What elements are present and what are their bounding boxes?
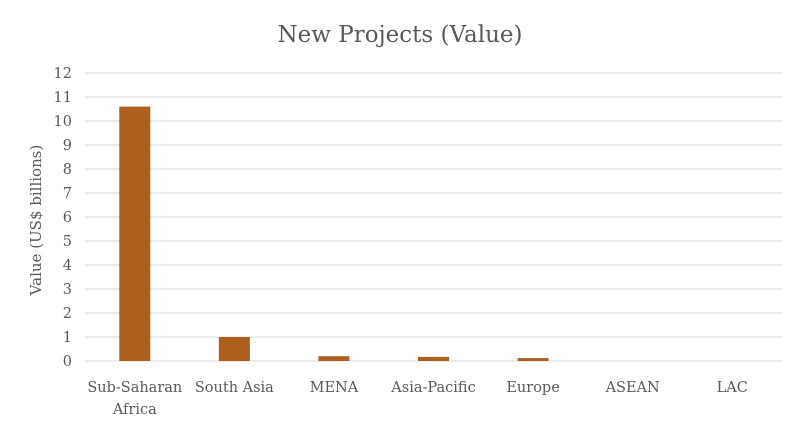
- bar: [418, 356, 449, 361]
- x-axis-categories: Sub-Saharan Africa South Asia MENA Asia-Paci…: [87, 380, 747, 418]
- y-tick-label: 5: [63, 234, 72, 250]
- x-category-label: Asia-Pacific: [390, 380, 475, 396]
- bar: [218, 337, 250, 361]
- bar: [517, 358, 549, 361]
- y-tick-label: 9: [63, 138, 72, 154]
- x-category-label: ASEAN: [605, 380, 660, 396]
- y-axis-label: Value (US$ billions): [27, 145, 45, 297]
- y-tick-label: 6: [63, 210, 72, 226]
- chart-title: New Projects (Value): [278, 22, 523, 48]
- y-tick-label: 10: [54, 114, 72, 130]
- x-category-label: Sub-Saharan Africa: [87, 380, 182, 418]
- bar: [119, 106, 151, 361]
- y-tick-label: 0: [63, 354, 72, 370]
- x-category-label: LAC: [717, 380, 748, 396]
- y-tick-label: 3: [63, 282, 72, 298]
- x-category-label: Europe: [506, 380, 559, 396]
- gridlines: [85, 72, 782, 362]
- x-category-label: South Asia: [195, 380, 274, 396]
- y-tick-label: 7: [63, 186, 72, 202]
- y-tick-label: 2: [63, 306, 72, 322]
- y-tick-label: 11: [54, 90, 72, 106]
- y-tick-label: 4: [63, 258, 72, 274]
- x-category-label: MENA: [310, 380, 359, 396]
- y-tick-label: 1: [63, 330, 72, 346]
- y-tick-label: 8: [63, 162, 72, 178]
- y-tick-label: 12: [54, 66, 72, 82]
- bars: [119, 106, 549, 361]
- bar: [318, 356, 350, 361]
